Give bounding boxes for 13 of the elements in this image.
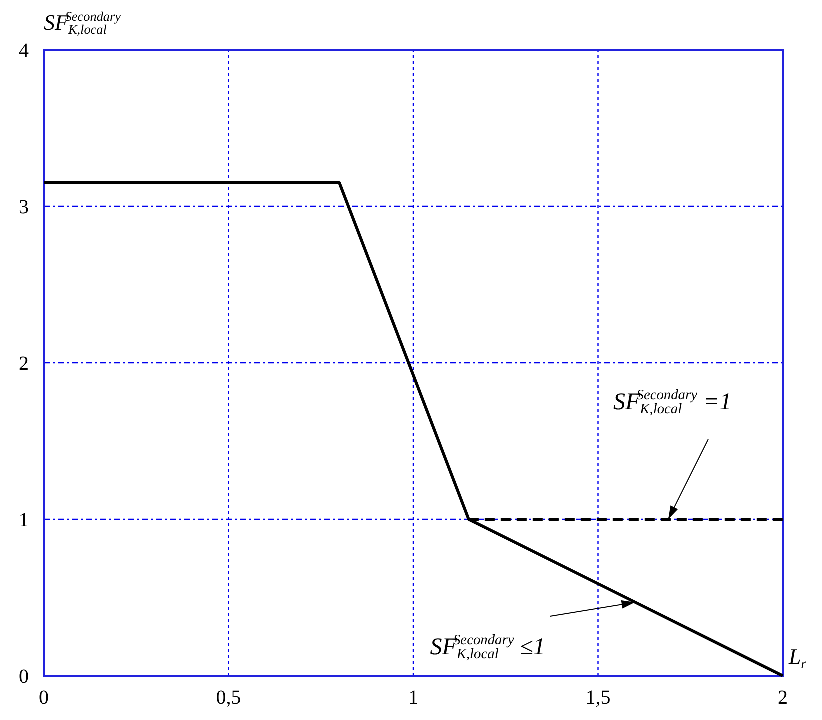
- annotation: SF$_{K,local}$$^{Secondary}$ ≤1: [430, 632, 546, 663]
- x-tick-label: 0,5: [216, 687, 242, 709]
- y-tick-label: 2: [19, 353, 29, 375]
- x-tick-label: 0: [39, 687, 49, 709]
- x-axis-title: L$_{r}$: [788, 644, 808, 671]
- y-tick-label: 3: [19, 196, 29, 218]
- annotation: SF$_{K,local}$$^{Secondary}$ =1: [613, 388, 732, 418]
- y-tick-label: 0: [19, 666, 29, 688]
- x-tick-label: 1,5: [586, 687, 611, 709]
- x-tick-label: 2: [778, 687, 788, 709]
- y-tick-label: 1: [19, 510, 29, 532]
- y-tick-label: 4: [19, 40, 29, 62]
- x-tick-label: 1: [408, 687, 418, 709]
